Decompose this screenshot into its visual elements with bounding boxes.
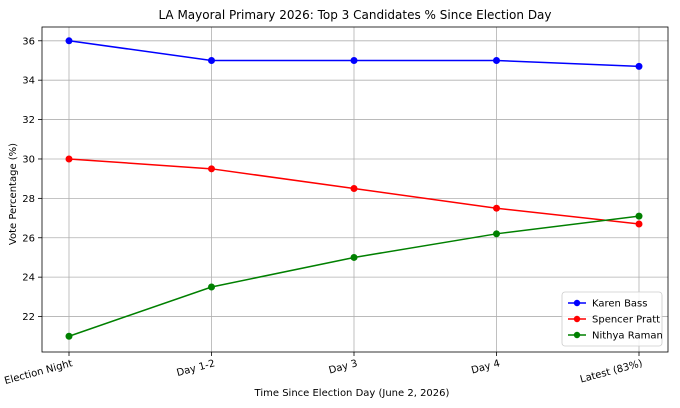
data-point xyxy=(493,230,500,238)
data-point xyxy=(493,56,500,64)
data-point xyxy=(493,204,500,212)
y-tick-label: 26 xyxy=(22,233,35,244)
plot-frame xyxy=(41,26,669,353)
data-point xyxy=(635,220,643,228)
y-tick-label: 36 xyxy=(22,36,35,47)
y-tick-label: 34 xyxy=(22,76,35,87)
data-point xyxy=(350,56,358,64)
legend-marker xyxy=(573,331,581,339)
y-tick-label: 30 xyxy=(22,154,35,165)
chart-title: LA Mayoral Primary 2026: Top 3 Candidate… xyxy=(158,8,551,22)
data-point xyxy=(635,62,643,70)
data-point xyxy=(350,253,358,261)
data-point xyxy=(208,56,215,64)
data-point xyxy=(208,165,215,173)
y-tick-label: 22 xyxy=(22,312,35,323)
data-point xyxy=(65,37,73,45)
data-point xyxy=(65,155,73,163)
data-point xyxy=(208,283,215,291)
y-axis-label: Vote Percentage (%) xyxy=(8,143,19,245)
legend-marker xyxy=(573,299,581,307)
legend-label: Spencer Pratt xyxy=(592,315,660,326)
y-tick-label: 24 xyxy=(22,273,35,284)
y-tick-label: 32 xyxy=(22,115,35,126)
x-axis-label: Time Since Election Day (June 2, 2026) xyxy=(254,388,450,399)
legend-box xyxy=(561,291,663,347)
data-point xyxy=(65,332,73,340)
series-layer xyxy=(65,37,643,340)
y-tick-label: 28 xyxy=(22,194,35,205)
legend: Karen Bass Spencer Pratt Nithya Raman xyxy=(561,291,663,347)
data-point xyxy=(350,185,358,193)
legend-label: Nithya Raman xyxy=(592,331,663,342)
legend-label: Karen Bass xyxy=(592,299,647,310)
data-point xyxy=(635,212,643,220)
legend-marker xyxy=(573,315,581,323)
